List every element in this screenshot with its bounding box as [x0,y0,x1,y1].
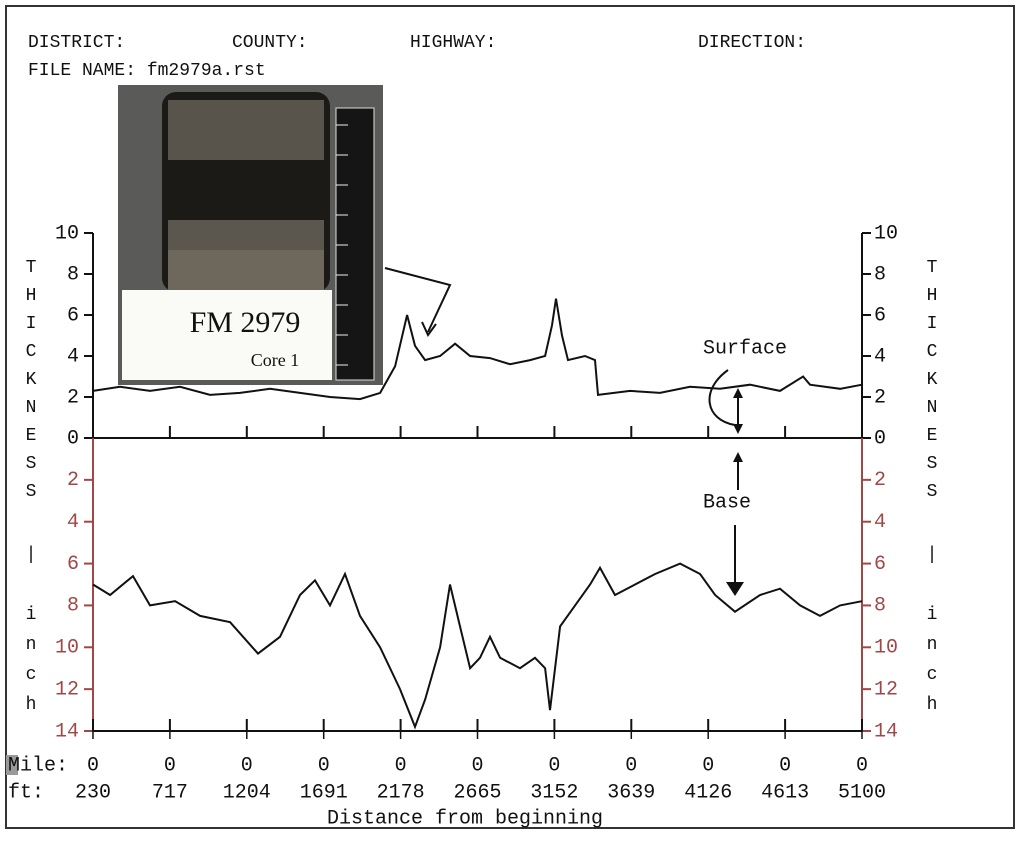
y-tick-label: 6 [67,553,79,576]
data-line [92,562,863,730]
y-tick-label: 6 [874,553,886,576]
y-tick-label: 10 [55,222,79,245]
surface-arrow [708,369,736,426]
mile-tick-label: 0 [779,754,791,777]
mile-tick-label: 0 [241,754,253,777]
core-base [168,250,324,290]
y-tick-label: 4 [874,345,886,368]
x-tick-label: 2665 [453,781,501,804]
y-tick-label: 10 [874,637,898,660]
header-direction: DIRECTION: [698,33,806,53]
y-tick-label: 2 [67,386,79,409]
header-highway: HIGHWAY: [410,33,496,53]
y-axis-label: | inch [21,545,41,725]
mile-tick-label: 0 [164,754,176,777]
y-tick-label: 6 [874,304,886,327]
ft-label: ft: [8,781,44,804]
surface-annotation: Surface [703,337,787,360]
y-tick-label: 4 [67,345,79,368]
mile-tick-label: 0 [471,754,483,777]
mile-tick-label: 0 [395,754,407,777]
mile-tick-label: 0 [625,754,637,777]
y-tick-label: 8 [874,263,886,286]
y-tick-label: 2 [874,469,886,492]
arrow-heads [726,388,744,596]
x-tick-label: 5100 [838,781,886,804]
y-axis-label: THICKNESS [21,258,41,510]
ruler-marks [336,124,348,366]
x-tick-label: 4613 [761,781,809,804]
y-tick-label: 12 [874,678,898,701]
core-aggregate [168,100,324,160]
y-tick-label: 12 [55,678,79,701]
x-tick-label: 2178 [377,781,425,804]
y-tick-label: 0 [67,427,79,450]
mile-label: Mile: [8,754,68,777]
x-tick-label: 1204 [223,781,271,804]
y-tick-label: 10 [874,222,898,245]
mile-tick-label: 0 [548,754,560,777]
core-photo: FM 2979 Core 1 [118,85,383,385]
y-tick-label: 2 [67,469,79,492]
photo-sublabel: Core 1 [251,350,300,370]
mile-tick-label: 0 [702,754,714,777]
y-tick-label: 10 [55,637,79,660]
photo-arrow [384,267,452,333]
photo-label: FM 2979 [190,306,301,339]
y-tick-label: 14 [874,720,898,743]
data-line [92,298,863,401]
x-axis-label: Distance from beginning [327,807,603,830]
y-tick-label: 2 [874,386,886,409]
y-tick-label: 4 [874,511,886,534]
y-axis-label: THICKNESS [922,258,942,510]
mile-tick-label: 0 [318,754,330,777]
x-tick-label: 1691 [300,781,348,804]
y-tick-label: 14 [55,720,79,743]
mile-marker [6,755,18,775]
header-file-name: FILE NAME: fm2979a.rst [28,61,266,81]
x-tick-label: 717 [152,781,188,804]
photo-card [122,290,332,380]
plots: 0 0 2 2 4 4 6 6 8 8 10 10 THICKNESS THICKNESS 2 2 4 4 6 6 8 8… [6,222,942,830]
mile-tick-label: 0 [856,754,868,777]
core-aggregate [168,220,324,250]
x-tick-label: 3152 [530,781,578,804]
x-tick-label: 230 [75,781,111,804]
y-tick-label: 8 [67,263,79,286]
ruler [335,107,375,381]
y-tick-label: 8 [67,595,79,618]
x-tick-label: 3639 [607,781,655,804]
mile-tick-label: 0 [87,754,99,777]
y-tick-label: 6 [67,304,79,327]
header-county: COUNTY: [232,33,308,53]
y-axis-label: | inch [922,545,942,725]
y-tick-label: 0 [874,427,886,450]
header-district: DISTRICT: [28,33,125,53]
y-tick-label: 4 [67,511,79,534]
base-annotation: Base [703,491,751,514]
annotation-arrows [384,267,739,588]
arrow-head [421,321,437,337]
y-tick-label: 8 [874,595,886,618]
x-tick-label: 4126 [684,781,732,804]
frame [5,5,1015,829]
